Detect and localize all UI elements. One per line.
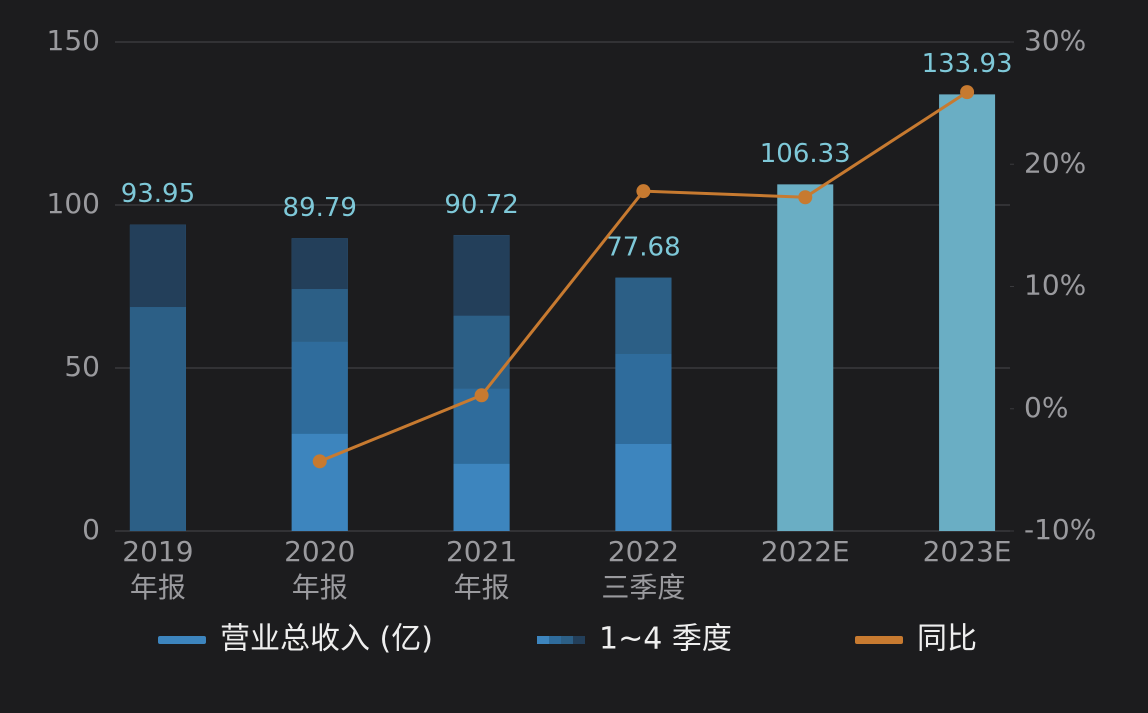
x-tick-label: 三季度 <box>601 571 685 604</box>
y2-tick-label: 10% <box>1024 269 1086 302</box>
legend-swatch <box>158 636 206 644</box>
x-tick-label: 年报 <box>454 571 510 604</box>
legend-swatch <box>855 636 903 644</box>
point <box>960 85 975 100</box>
x-tick-label: 2022 <box>608 535 679 568</box>
bar-segment <box>291 289 348 342</box>
legend-swatch <box>561 636 573 644</box>
y-tick-label: 150 <box>47 24 100 57</box>
bar-segment <box>615 443 672 531</box>
y-tick-label: 0 <box>82 513 100 546</box>
y2-tick-label: 0% <box>1024 391 1068 424</box>
data-label: 90.72 <box>444 190 518 220</box>
data-label: 89.79 <box>283 193 357 223</box>
y2-tick-label: -10% <box>1024 513 1096 546</box>
point <box>312 454 327 469</box>
bar-segment <box>129 307 186 531</box>
x-tick-label: 2019 <box>122 535 193 568</box>
legend-label: 1~4 季度 <box>599 622 732 657</box>
y-tick-label: 50 <box>64 350 100 383</box>
point <box>474 388 489 403</box>
legend-label: 同比 <box>917 622 977 657</box>
bar-segment <box>291 433 348 531</box>
bar-segment <box>129 224 186 308</box>
x-tick-label: 年报 <box>130 571 186 604</box>
bar-segment <box>615 353 672 444</box>
bar-segment <box>453 463 510 531</box>
point <box>636 184 651 199</box>
legend-label: 营业总收入 (亿) <box>220 622 433 657</box>
bar-segment <box>291 341 348 434</box>
legend-swatch <box>549 636 561 644</box>
bar <box>777 184 834 531</box>
y2-tick-label: 20% <box>1024 146 1086 179</box>
bar <box>939 94 996 532</box>
y-tick-label: 100 <box>47 187 100 220</box>
legend-swatch <box>573 636 585 644</box>
bar-segment <box>453 235 510 316</box>
data-label: 77.68 <box>606 232 680 262</box>
x-tick-label: 2021 <box>446 535 517 568</box>
x-tick-label: 年报 <box>292 571 348 604</box>
data-label: 106.33 <box>760 139 851 169</box>
legend-swatch <box>537 636 549 644</box>
bar-segment <box>453 315 510 389</box>
y2-tick-label: 30% <box>1024 24 1086 57</box>
x-tick-label: 2023E <box>923 535 1012 568</box>
x-tick-label: 2022E <box>761 535 850 568</box>
data-label: 93.95 <box>121 179 195 209</box>
point <box>798 190 813 205</box>
bar-segment <box>291 238 348 290</box>
data-label: 133.93 <box>922 49 1013 79</box>
bar-segment <box>615 277 672 354</box>
x-tick-label: 2020 <box>284 535 355 568</box>
